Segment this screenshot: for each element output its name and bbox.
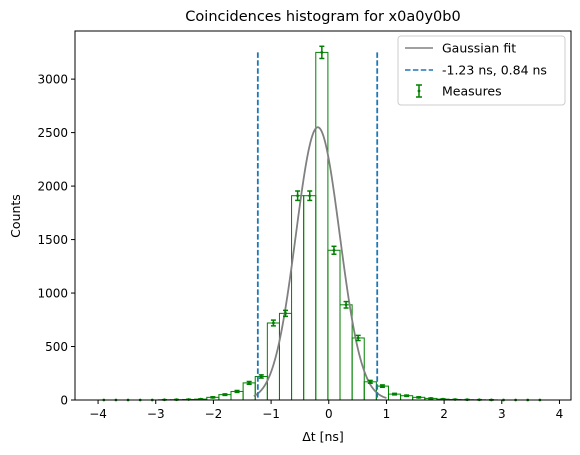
y-tick-label: 1000 [37, 287, 68, 301]
y-tick-label: 0 [60, 394, 68, 408]
measure-point [379, 384, 385, 389]
y-tick-label: 3000 [37, 73, 68, 87]
gaussian-fit-line [253, 126, 387, 399]
measure-point [270, 319, 276, 327]
legend-measures-swatch [416, 84, 422, 98]
y-axis-label: Counts [8, 194, 23, 238]
measure-point [392, 392, 398, 396]
measure-point [416, 395, 422, 399]
x-tick-label: 3 [498, 407, 506, 421]
y-tick-label: 2500 [37, 126, 68, 140]
legend-box [397, 35, 566, 106]
measure-point [283, 309, 289, 318]
histogram-bar [242, 382, 256, 401]
legend-measures-label: Measures [442, 84, 502, 99]
measure-point [307, 190, 313, 202]
y-tick-label: 500 [45, 340, 68, 354]
x-axis-label: Δt [ns] [302, 429, 344, 444]
axes-frame [74, 30, 572, 401]
y-tick-label: 2000 [37, 180, 68, 194]
x-tick-label: −2 [205, 407, 223, 421]
legend: Gaussian fit -1.23 ns, 0.84 ns Measures [397, 35, 566, 106]
x-tick-label: 0 [325, 407, 333, 421]
measure-point [222, 393, 228, 397]
x-tick-label: −4 [89, 407, 107, 421]
x-tick-label: 1 [383, 407, 391, 421]
histogram-bar [339, 304, 353, 401]
measure-point [210, 395, 216, 399]
measure-point [367, 379, 373, 384]
histogram-bar [303, 195, 317, 401]
legend-limits-label: -1.23 ns, 0.84 ns [442, 63, 547, 78]
measure-point [331, 245, 337, 255]
measure-point [404, 394, 410, 398]
measure-point [258, 374, 264, 379]
x-axis: −4 −3 −2 −1 0 1 2 3 4 [89, 400, 563, 421]
measure-point [234, 389, 240, 394]
y-tick-label: 1500 [37, 233, 68, 247]
measure-point [355, 334, 361, 342]
measure-point [428, 396, 434, 400]
x-tick-label: 2 [440, 407, 448, 421]
x-tick-label: 4 [556, 407, 564, 421]
chart-title: Coincidences histogram for x0a0y0b0 [185, 9, 460, 25]
x-tick-label: −3 [147, 407, 165, 421]
histogram-bar [266, 322, 280, 401]
legend-gaussian-label: Gaussian fit [442, 41, 516, 56]
histogram-bar [315, 51, 329, 401]
histogram-bar [278, 312, 293, 401]
measure-point [246, 380, 252, 386]
x-tick-label: −1 [262, 407, 280, 421]
measure-point [319, 45, 325, 60]
y-axis: 0 500 1000 1500 2000 2500 3000 [37, 73, 75, 408]
measure-point [295, 190, 301, 202]
histogram-bar [327, 249, 341, 401]
measure-point [343, 300, 349, 309]
